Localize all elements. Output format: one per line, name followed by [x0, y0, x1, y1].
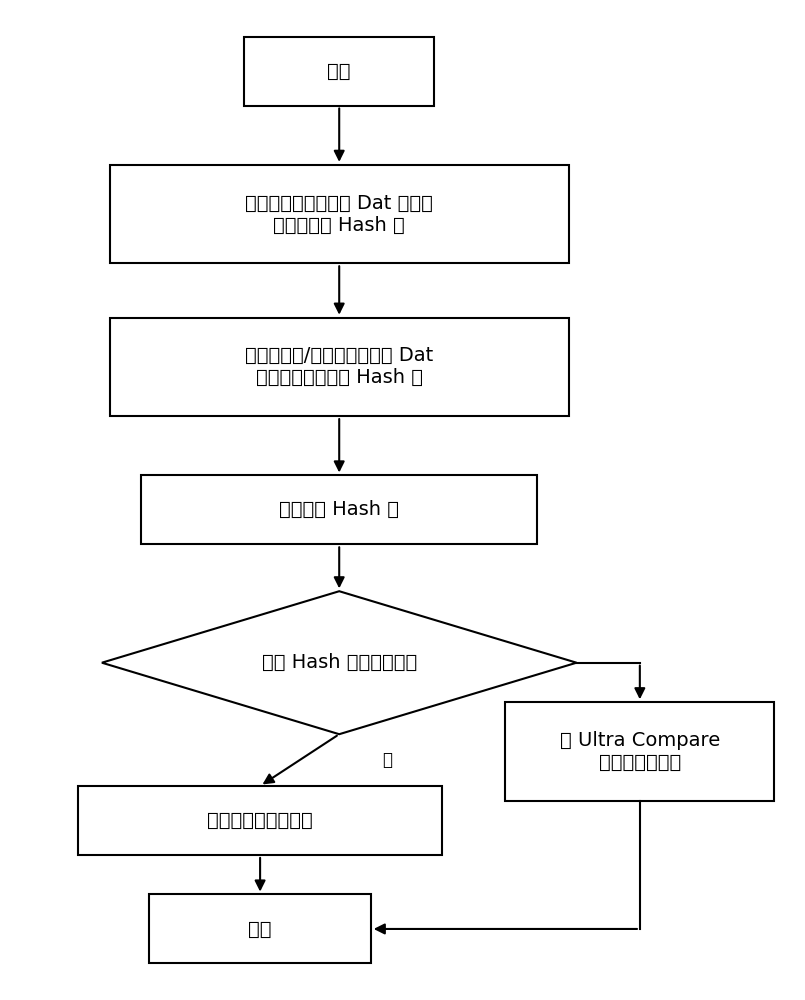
FancyBboxPatch shape — [506, 702, 774, 801]
FancyBboxPatch shape — [244, 37, 434, 106]
Polygon shape — [102, 591, 576, 734]
FancyBboxPatch shape — [109, 318, 568, 416]
Text: 是: 是 — [382, 751, 392, 769]
Text: 将结果显示到界面上: 将结果显示到界面上 — [207, 811, 313, 830]
FancyBboxPatch shape — [109, 165, 568, 263]
FancyBboxPatch shape — [150, 894, 371, 963]
Text: 用 Ultra Compare
进行二进制对比: 用 Ultra Compare 进行二进制对比 — [559, 731, 720, 772]
Text: 读取监控计算机上的 Dat 文件并
计算出文件 Hash 值: 读取监控计算机上的 Dat 文件并 计算出文件 Hash 值 — [246, 194, 433, 235]
Text: 开始: 开始 — [328, 62, 351, 81]
Text: 对比文件 Hash 值: 对比文件 Hash 值 — [279, 500, 399, 519]
Text: 读取席位机/数据计算机上的 Dat
文件并计算出文件 Hash 值: 读取席位机/数据计算机上的 Dat 文件并计算出文件 Hash 值 — [245, 346, 433, 387]
Text: 文件 Hash 值是否一致？: 文件 Hash 值是否一致？ — [262, 653, 417, 672]
FancyBboxPatch shape — [78, 786, 442, 855]
FancyBboxPatch shape — [142, 475, 537, 544]
Text: 结束: 结束 — [249, 919, 272, 938]
